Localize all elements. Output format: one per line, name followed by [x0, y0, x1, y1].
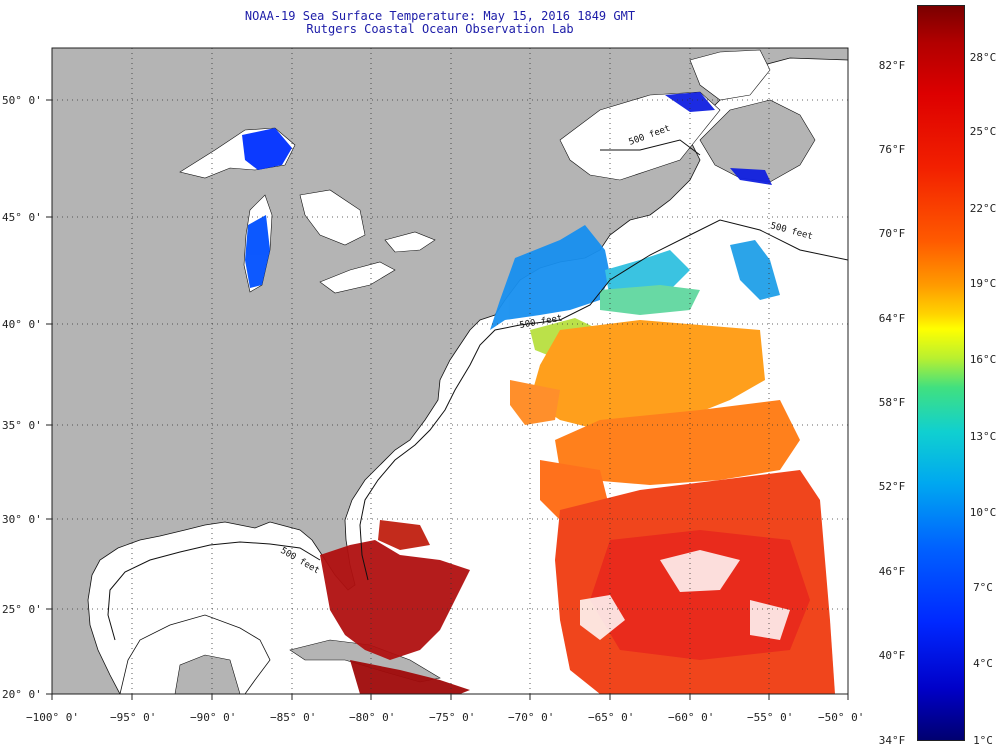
colorbar-c-label: 1°C	[973, 734, 993, 747]
colorbar-f-label: 70°F	[878, 227, 906, 240]
map-subtitle: Rutgers Coastal Ocean Observation Lab	[306, 22, 574, 36]
colorbar-f-label: 46°F	[878, 565, 906, 578]
lat-label: 35° 0'	[2, 419, 42, 432]
lon-label: −65° 0'	[588, 711, 635, 724]
colorbar-f-label: 76°F	[878, 143, 906, 156]
lat-label: 40° 0'	[2, 318, 42, 331]
colorbar-f-label: 64°F	[878, 312, 906, 325]
lon-label: −60° 0'	[668, 711, 715, 724]
lat-label: 25° 0'	[2, 603, 42, 616]
lon-label: −85° 0'	[270, 711, 317, 724]
lake-erie	[319, 261, 396, 294]
colorbar-c-label: 7°C	[973, 581, 993, 594]
lake-ontario	[384, 231, 436, 253]
colorbar-c-label: 25°C	[969, 125, 997, 138]
lon-label: −95° 0'	[110, 711, 157, 724]
map-title: NOAA-19 Sea Surface Temperature: May 15,…	[244, 9, 636, 23]
sst-data	[242, 92, 835, 694]
lon-label: −100° 0'	[26, 711, 79, 724]
lat-label: 50° 0'	[2, 94, 42, 107]
temperature-colorbar	[917, 5, 965, 741]
lon-label: −70° 0'	[508, 711, 555, 724]
colorbar-f-label: 40°F	[878, 649, 906, 662]
lon-label: −50° 0'	[818, 711, 865, 724]
lat-label: 45° 0'	[2, 211, 42, 224]
colorbar-c-label: 10°C	[969, 506, 997, 519]
lake-huron	[299, 189, 366, 246]
lat-label: 30° 0'	[2, 513, 42, 526]
lon-label: −75° 0'	[429, 711, 476, 724]
colorbar-c-label: 19°C	[969, 277, 997, 290]
colorbar-f-label: 58°F	[878, 396, 906, 409]
colorbar-f-label: 52°F	[878, 480, 906, 493]
colorbar-c-label: 28°C	[969, 51, 997, 64]
lon-label: −80° 0'	[349, 711, 396, 724]
lon-label: −90° 0'	[190, 711, 237, 724]
colorbar-c-label: 16°C	[969, 353, 997, 366]
lat-label: 20° 0'	[2, 688, 42, 701]
colorbar-f-label: 34°F	[878, 734, 906, 747]
colorbar-c-label: 13°C	[969, 430, 997, 443]
colorbar-c-label: 22°C	[969, 202, 997, 215]
lon-label: −55° 0'	[747, 711, 794, 724]
colorbar-f-label: 82°F	[878, 59, 906, 72]
colorbar-c-label: 4°C	[973, 657, 993, 670]
